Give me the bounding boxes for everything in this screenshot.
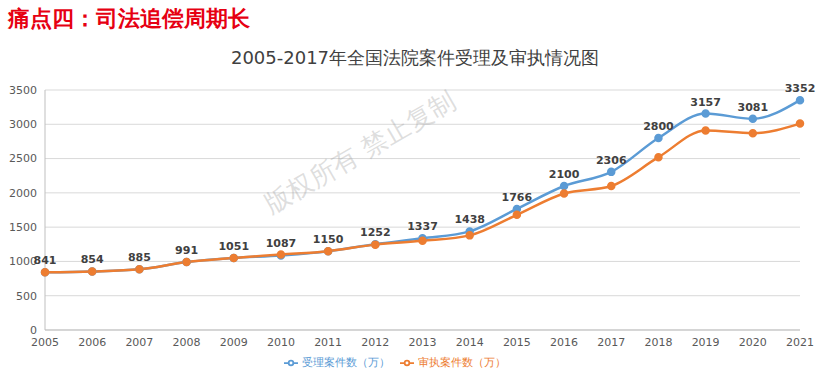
svg-text:2016: 2016 [550,336,578,349]
svg-text:1337: 1337 [407,220,438,233]
svg-text:3500: 3500 [9,84,37,97]
svg-text:2800: 2800 [643,120,674,133]
svg-text:841: 841 [34,254,57,267]
svg-text:2021: 2021 [786,336,814,349]
svg-text:2013: 2013 [409,336,437,349]
svg-text:2500: 2500 [9,152,37,165]
svg-text:2000: 2000 [9,187,37,200]
svg-text:2008: 2008 [173,336,201,349]
svg-text:1252: 1252 [360,226,391,239]
svg-text:2007: 2007 [125,336,153,349]
svg-text:854: 854 [81,253,104,266]
svg-text:1000: 1000 [9,255,37,269]
svg-text:2020: 2020 [739,336,767,349]
svg-text:1438: 1438 [454,213,485,226]
svg-text:3000: 3000 [9,118,37,131]
svg-text:2100: 2100 [549,168,580,181]
svg-text:2006: 2006 [78,336,106,349]
html-text:痛点四：司法追偿周期长: 痛点四：司法追偿周期长 [8,6,250,31]
html-text:版权所有 禁止复制: 版权所有 禁止复制 [258,85,461,220]
svg-text:3081: 3081 [738,101,769,114]
svg-text:1150: 1150 [313,233,344,246]
html-text:审执案件数（万）: 审执案件数（万） [418,356,506,369]
svg-text:2011: 2011 [314,336,342,349]
svg-text:2017: 2017 [597,336,625,349]
svg-text:1087: 1087 [266,237,297,250]
svg-text:500: 500 [16,290,37,303]
svg-text:2012: 2012 [361,336,389,349]
svg-text:2306: 2306 [596,154,627,167]
svg-text:2010: 2010 [267,336,295,349]
svg-text:2005: 2005 [31,336,59,349]
svg-text:0: 0 [30,324,37,337]
svg-text:2018: 2018 [644,336,672,349]
svg-text:3157: 3157 [690,96,721,109]
svg-text:885: 885 [128,251,151,264]
svg-text:1766: 1766 [502,191,533,204]
svg-text:2019: 2019 [692,336,720,349]
svg-text:2014: 2014 [456,336,484,349]
svg-text:991: 991 [175,244,198,257]
html-text:受理案件数（万）: 受理案件数（万） [302,356,390,369]
svg-text:2015: 2015 [503,336,531,349]
svg-text:2009: 2009 [220,336,248,349]
svg-text:1500: 1500 [9,221,37,234]
svg-text:3352: 3352 [785,82,816,95]
svg-text:1051: 1051 [218,240,249,253]
html-text:2005-2017年全国法院案件受理及审执情况图: 2005-2017年全国法院案件受理及审执情况图 [230,47,600,68]
